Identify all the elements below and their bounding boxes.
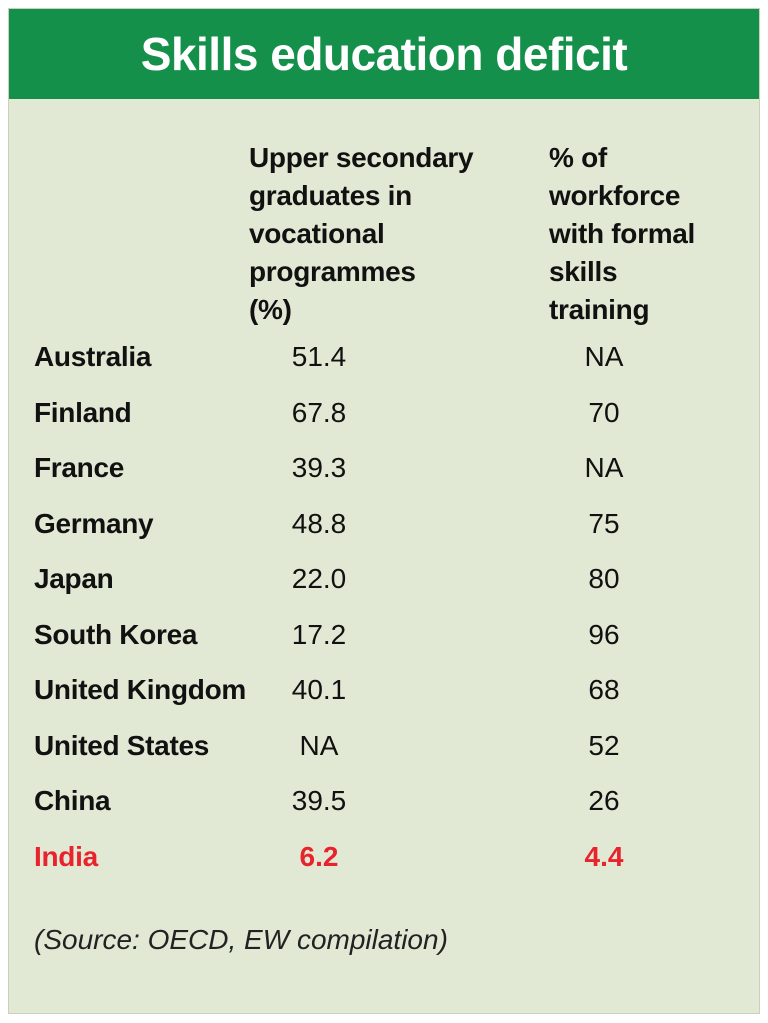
table-row: United Kingdom 40.1 68 [9,670,759,710]
vocational-value: 6.2 [299,840,339,872]
vocational-value: 17.2 [291,618,347,650]
table-row: Australia 51.4 NA [9,337,759,377]
skills-training-value: NA [584,341,624,372]
skills-training-value: 68 [588,674,620,705]
skills-training-value: 70 [588,396,620,428]
table-row: Finland 67.8 70 [9,393,759,433]
skills-training-value: 75 [588,507,620,539]
column-header-skills-training: % of workforce with formal skills traini… [549,142,696,325]
vocational-value: NA [299,729,339,761]
infographic-panel: Skills education deficit Upper secondary… [8,8,760,1014]
skills-training-value: 26 [588,785,620,816]
table-row: United States NA 52 [9,726,759,766]
vocational-value: 40.1 [291,674,347,705]
country-label: Japan [34,563,114,594]
table-row: France 39.3 NA [9,448,759,488]
vocational-value: 22.0 [291,563,347,594]
country-label: Finland [34,396,132,428]
country-label: Australia [34,341,152,372]
country-label: China [34,785,111,816]
country-label: India [34,840,98,872]
skills-training-value: 52 [588,729,620,761]
vocational-value: 51.4 [291,341,347,372]
country-label: United States [34,729,210,761]
country-label: France [34,452,125,483]
country-label: Germany [34,507,154,539]
column-header-vocational: Upper secondary graduates in vocational … [249,142,474,325]
table-row: Japan 22.0 80 [9,559,759,599]
table-row: Germany 48.8 75 [9,504,759,544]
country-label: United Kingdom [34,674,246,705]
table-row: China 39.5 26 [9,781,759,821]
skills-training-value: 4.4 [584,840,624,872]
vocational-value: 48.8 [291,507,347,539]
table-row: South Korea 17.2 96 [9,615,759,655]
country-label: South Korea [34,618,198,650]
skills-training-value: 80 [588,563,620,594]
source-note: (Source: OECD, EW compilation) [34,924,448,955]
chart-title: Skills education deficit [9,9,759,99]
vocational-value: 39.5 [291,785,347,816]
skills-training-value: NA [584,452,624,483]
vocational-value: 67.8 [291,396,347,428]
vocational-value: 39.3 [291,452,347,483]
skills-training-value: 96 [588,618,620,650]
table-row: India 6.2 4.4 [9,837,759,877]
